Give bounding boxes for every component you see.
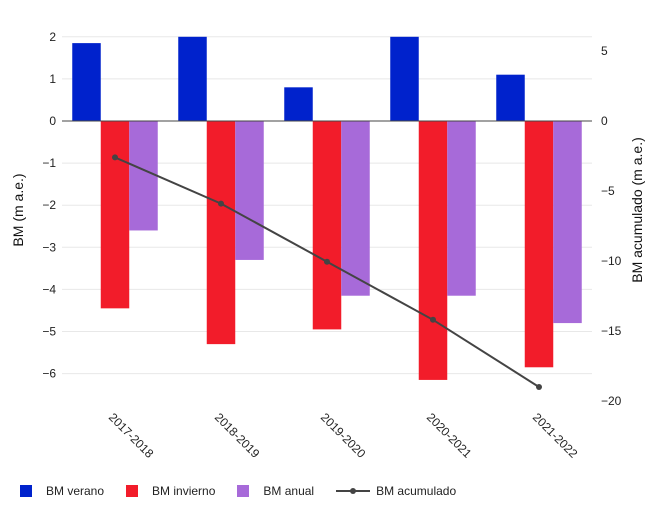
bar-bm-verano-2017-2018 (72, 43, 101, 121)
legend-swatch-bm-invierno (126, 485, 139, 497)
x-tick-label: 2018-2019 (212, 410, 263, 461)
legend-label-bm-anual: BM anual (263, 484, 315, 498)
bar-bm-anual-2019-2020 (341, 121, 370, 296)
bar-bm-verano-2020-2021 (390, 36, 419, 121)
right-axis-ticks: 5 0 −5 −10 −15 −20 (601, 44, 622, 408)
x-tick-label: 2019-2020 (318, 410, 369, 461)
cumulative-line (112, 154, 542, 390)
y-axis-title: BM (m a.e.) (10, 173, 26, 246)
bar-bm-invierno-2019-2020 (312, 121, 342, 330)
bar-bm-anual-2020-2021 (447, 121, 476, 296)
x-tick-label: 2021-2022 (530, 410, 581, 461)
y-tick-label: −5 (42, 325, 56, 339)
y-tick-label: 2 (49, 30, 56, 44)
cumulative-point-2019-2020 (324, 258, 330, 265)
x-tick-label: 2017-2018 (106, 410, 157, 461)
y2-tick-label: −10 (601, 254, 622, 268)
y-tick-label: 1 (49, 72, 56, 86)
legend-label-bm-verano: BM verano (46, 484, 105, 498)
y-tick-label: −2 (42, 198, 56, 212)
bar-bm-anual-2017-2018 (129, 121, 158, 231)
bar-bm-invierno-2020-2021 (418, 121, 448, 380)
y2-axis-title: BM acumulado (m a.e.) (629, 137, 645, 283)
x-tick-label: 2020-2021 (424, 410, 475, 461)
y-tick-label: −6 (42, 367, 56, 381)
cumulative-point-2020-2021 (430, 316, 436, 323)
legend-swatch-bm-anual (237, 485, 250, 497)
x-axis-ticks: 2017-2018 2018-2019 2019-2020 2020-2021 2021… (106, 410, 581, 461)
legend-item-bm-verano[interactable]: BM verano (20, 484, 104, 498)
legend-item-bm-anual[interactable]: BM anual (237, 484, 314, 498)
bar-bm-anual-2021-2022 (553, 121, 582, 324)
legend-item-bm-acumulado[interactable]: BM acumulado (336, 484, 456, 498)
left-axis-ticks: 2 1 0 −1 −2 −3 −4 −5 −6 (42, 30, 56, 381)
y2-tick-label: 5 (601, 44, 608, 58)
y2-tick-label: −15 (601, 324, 622, 338)
bar-bm-verano-2019-2020 (284, 87, 313, 121)
cumulative-point-2021-2022 (536, 384, 542, 390)
y-tick-label: −1 (42, 156, 56, 170)
legend-item-bm-invierno[interactable]: BM invierno (126, 484, 215, 498)
legend-label-bm-invierno: BM invierno (152, 484, 216, 498)
cumulative-point-2017-2018 (112, 154, 118, 161)
bar-bm-anual-2018-2019 (235, 121, 264, 260)
legend-swatch-bm-verano (20, 485, 32, 497)
cumulative-point-2018-2019 (218, 200, 224, 207)
y-tick-label: −4 (42, 282, 56, 296)
y-tick-label: −3 (42, 240, 56, 254)
legend: BM verano BM invierno BM anual BM acumul… (20, 484, 478, 498)
bar-bm-verano-2018-2019 (178, 36, 207, 121)
bar-bm-invierno-2018-2019 (206, 121, 236, 345)
bar-bm-verano-2021-2022 (496, 74, 525, 121)
bar-bm-invierno-2017-2018 (100, 121, 130, 309)
legend-swatch-bm-acumulado (336, 488, 371, 494)
y-tick-label: 0 (49, 114, 56, 128)
y2-tick-label: −5 (601, 184, 615, 198)
bars (72, 36, 582, 380)
legend-label-bm-acumulado: BM acumulado (376, 484, 457, 498)
y2-tick-label: −20 (601, 394, 622, 408)
bar-bm-invierno-2021-2022 (524, 121, 554, 368)
y2-tick-label: 0 (601, 114, 608, 128)
